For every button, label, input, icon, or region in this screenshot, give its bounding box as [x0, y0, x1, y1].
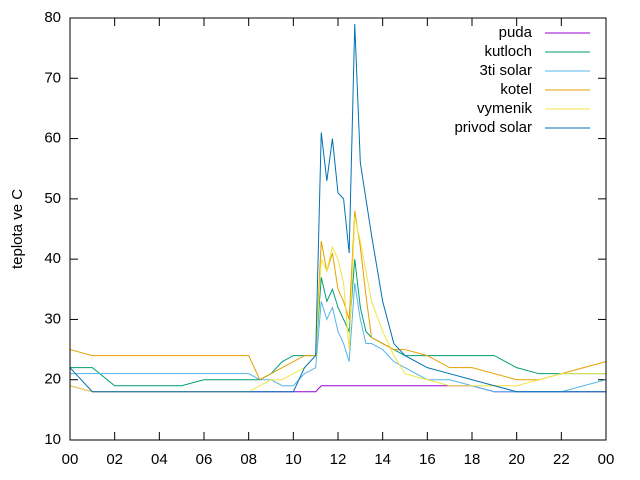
x-tick-label: 20: [508, 451, 525, 468]
x-tick-label: 10: [285, 451, 302, 468]
y-tick-label: 20: [44, 371, 61, 388]
x-tick-label: 16: [419, 451, 436, 468]
legend-label: kotel: [500, 81, 532, 98]
y-tick-label: 70: [44, 69, 61, 86]
y-tick-label: 10: [44, 431, 61, 448]
x-tick-label: 00: [598, 451, 615, 468]
data-line: [69, 210, 607, 381]
legend-label: vymenik: [477, 100, 533, 117]
y-tick-label: 40: [44, 250, 61, 267]
y-tick-label: 30: [44, 310, 61, 327]
y-tick-label: 60: [44, 130, 61, 147]
x-tick-label: 14: [374, 451, 391, 468]
x-tick-label: 00: [62, 451, 79, 468]
legend-label: kutloch: [484, 43, 532, 60]
x-tick-label: 18: [464, 451, 481, 468]
x-tick-label: 04: [151, 451, 168, 468]
x-tick-label: 06: [196, 451, 213, 468]
y-tick-label: 80: [44, 9, 61, 26]
data-line: [69, 24, 606, 393]
x-tick-label: 22: [553, 451, 570, 468]
legend-label: 3ti solar: [479, 62, 532, 79]
x-tick-label: 08: [240, 451, 257, 468]
x-tick-label: 12: [330, 451, 347, 468]
x-tick-label: 02: [106, 451, 123, 468]
legend-label: puda: [499, 24, 533, 41]
plot-frame: [69, 17, 607, 441]
data-line: [70, 259, 606, 387]
legend-label: privod solar: [454, 119, 532, 136]
y-tick-label: 50: [44, 190, 61, 207]
y-axis-label: teplota ve C: [9, 189, 26, 269]
